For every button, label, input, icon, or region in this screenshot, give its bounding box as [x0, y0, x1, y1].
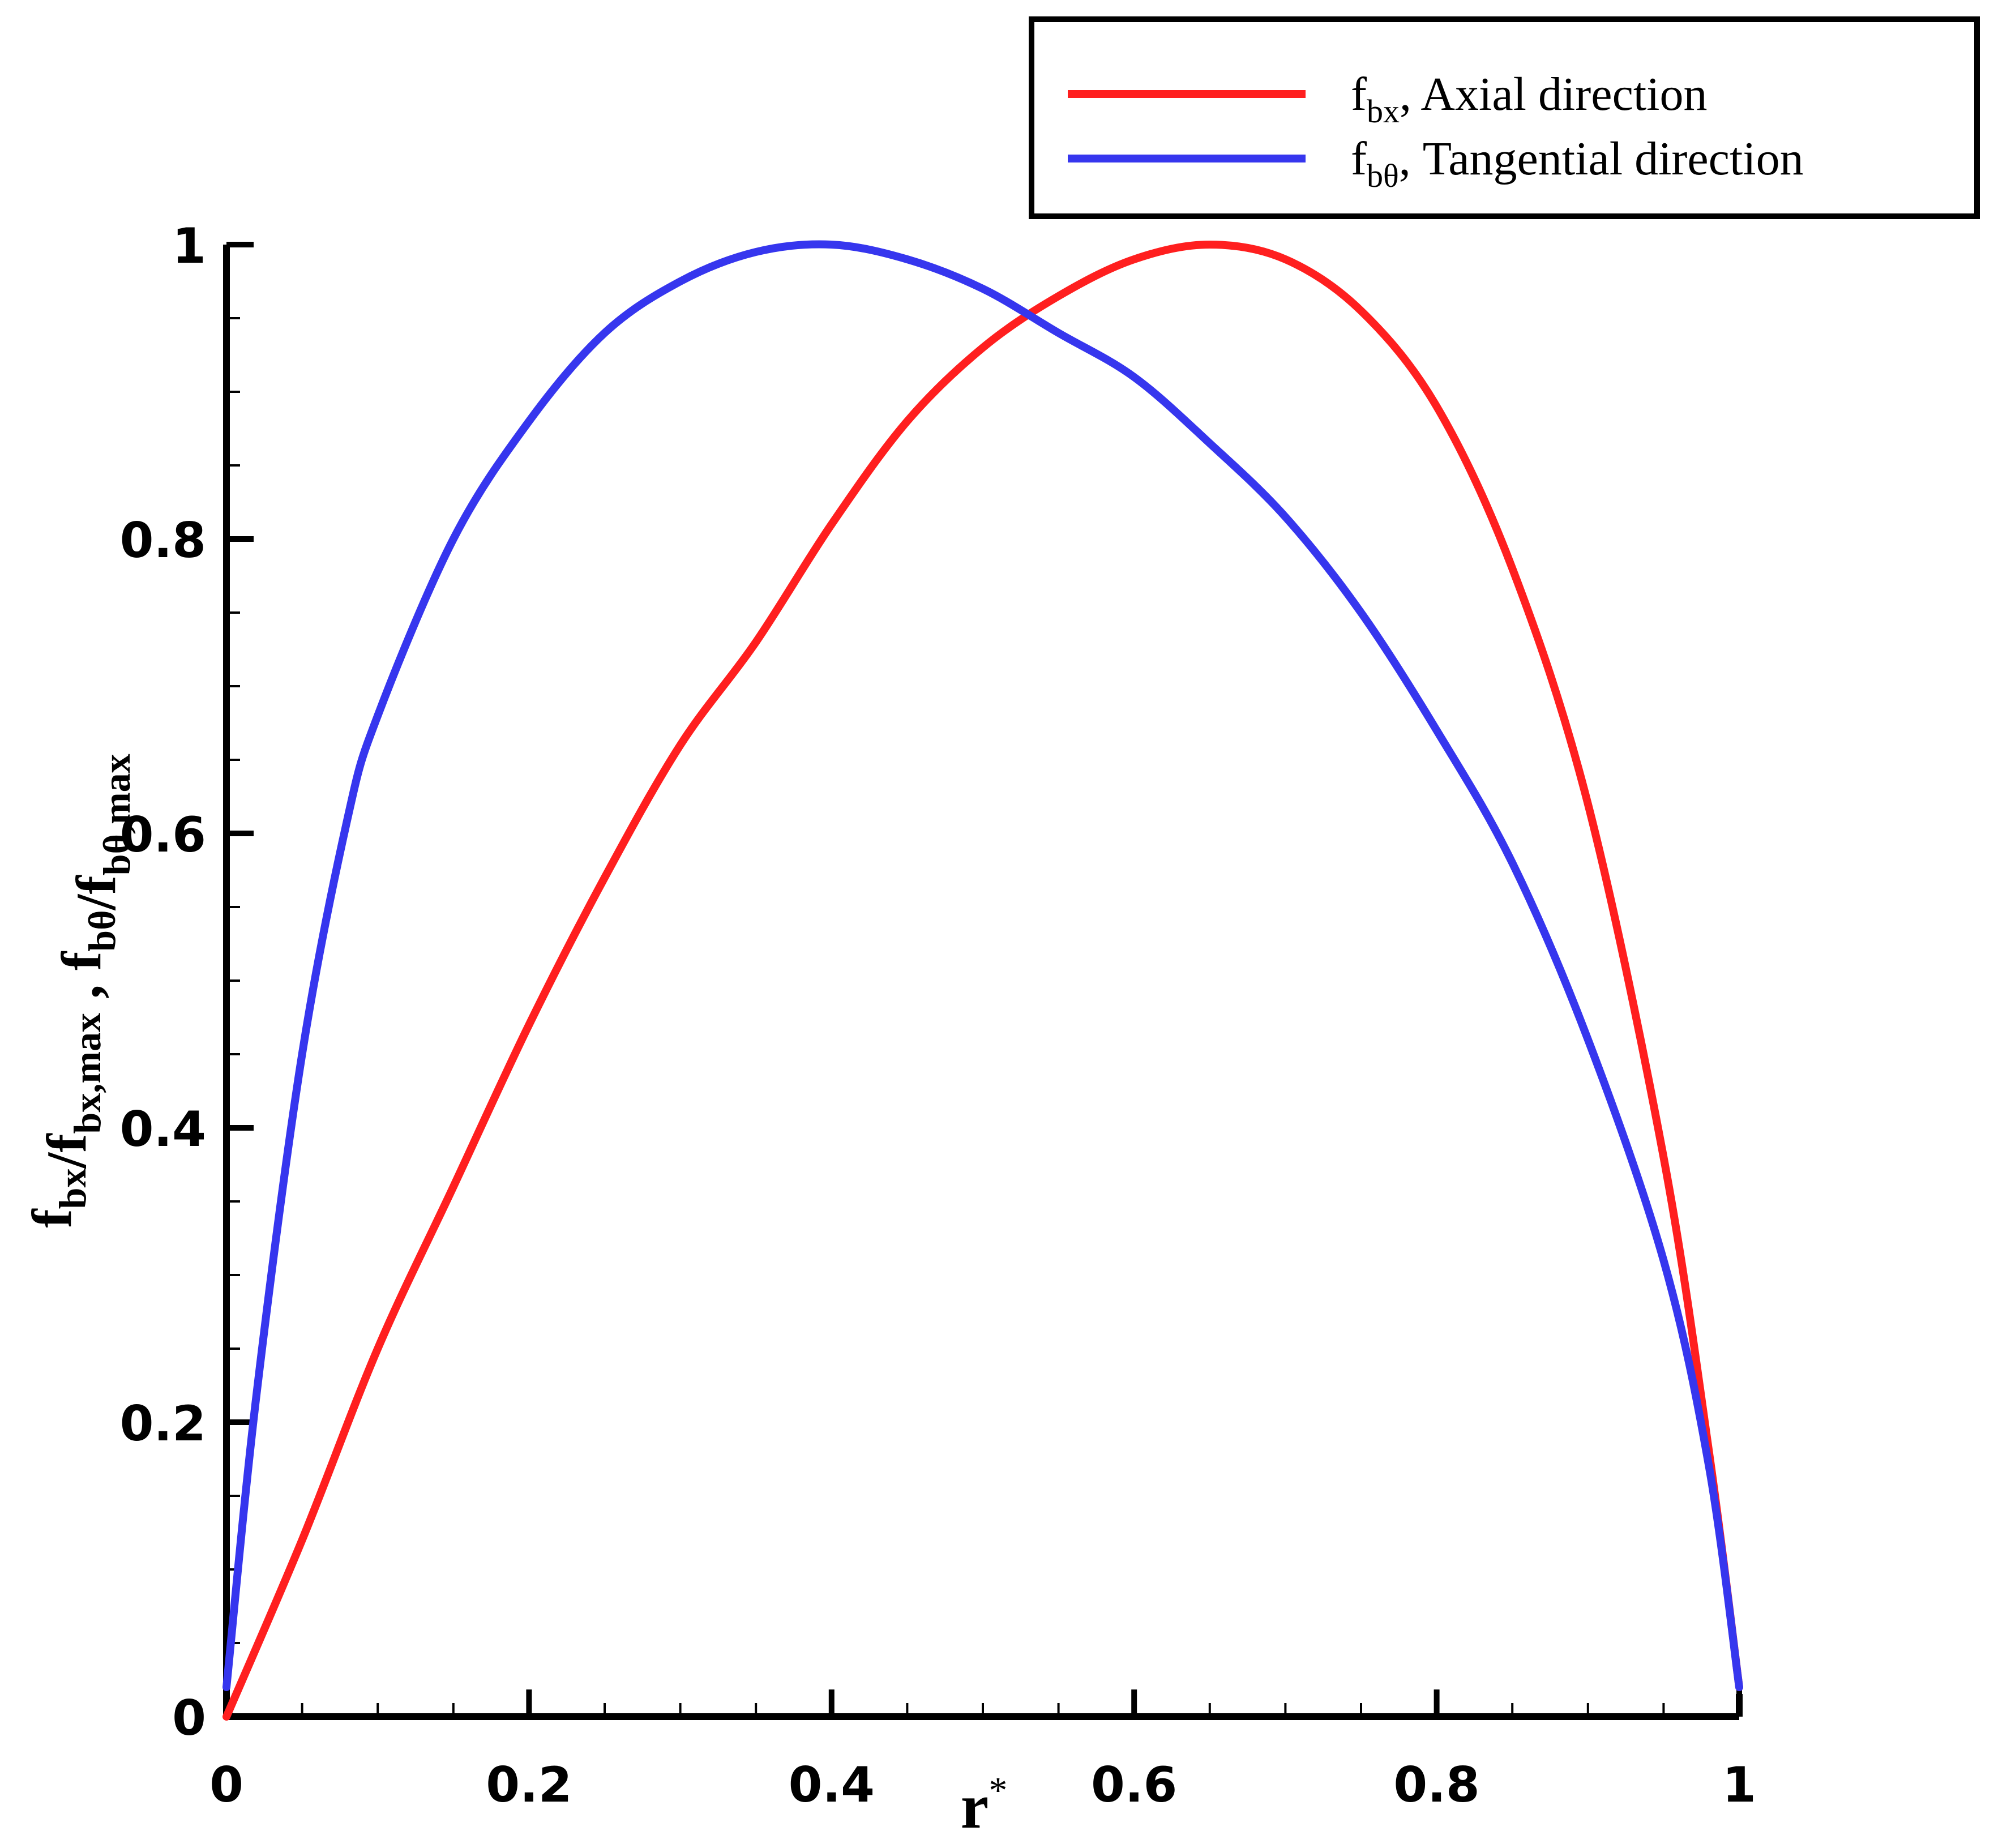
y-tick-label: 0.6 [120, 807, 206, 863]
x-tick-label: 0.4 [789, 1757, 875, 1813]
x-axis-title: r* [961, 1770, 1008, 1842]
y-tick-label: 0 [172, 1690, 206, 1747]
series-line-tangential [222, 240, 1743, 1691]
x-tick-label: 0 [209, 1757, 243, 1813]
y-tick-label: 0.2 [120, 1396, 206, 1452]
legend-box [1029, 16, 1980, 219]
axes [223, 245, 1743, 1720]
axis-titles: r* fbx/fbx,max , fbθ/fbθ,max [20, 754, 1007, 1842]
series-line-axial [222, 241, 1743, 1721]
legend-label: fbθ, Tangential direction [1351, 132, 1804, 194]
legend-label: fbx, Axial direction [1351, 68, 1708, 130]
y-tick-label: 0.4 [120, 1101, 206, 1158]
y-axis-title: fbx/fbx,max , fbθ/fbθ,max [20, 754, 138, 1227]
series-lines [222, 240, 1743, 1721]
y-tick-label: 0.8 [120, 512, 206, 569]
x-tick-label: 1 [1722, 1757, 1756, 1813]
x-tick-label: 0.2 [486, 1757, 572, 1813]
x-tick-label: 0.8 [1393, 1757, 1479, 1813]
y-tick-label: 1 [172, 218, 206, 275]
ticks: 0 0.2 0.4 0.6 0.8 1 0 0.2 0.4 0.6 0.8 1 [120, 218, 1756, 1813]
x-tick-label: 0.6 [1091, 1757, 1177, 1813]
